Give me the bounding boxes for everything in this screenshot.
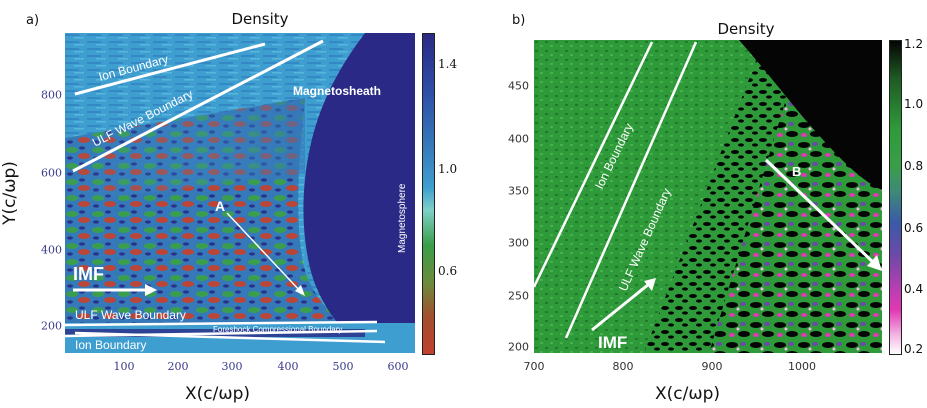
panel-a-y-tick: 200 xyxy=(41,319,62,333)
panel-a-colorbar-tick: 0.6 xyxy=(438,264,458,278)
panel-a-x-tick: 300 xyxy=(221,360,243,373)
panel-b-colorbar-tick: 0.2 xyxy=(904,342,924,356)
panel-a-ulf-boundary-top-line xyxy=(72,39,324,173)
panel-a-x-tick: 100 xyxy=(113,360,135,373)
panel-a-x-tick: 600 xyxy=(387,360,409,373)
panel-b-y-tick: 250 xyxy=(508,289,529,303)
panel-b-colorbar-tick: 1.0 xyxy=(904,97,924,111)
panel-a-ion-boundary-top-line xyxy=(74,42,266,96)
panel-b-imf-arrow xyxy=(591,282,650,332)
panel-b-dark-region xyxy=(739,40,882,190)
panel-a-point-a-label: A xyxy=(215,198,225,214)
panel-a-colorbar-tick: 1.0 xyxy=(438,162,458,176)
panel-b-x-tick: 700 xyxy=(523,360,545,373)
panel-a-y-tick: 400 xyxy=(41,243,62,257)
panel-a-colorbar xyxy=(422,33,435,355)
panel-a-ulf-boundary-bottom-line xyxy=(65,320,378,327)
panel-b-density-map: Ion Boundary ULF Wave Boundary B IMF xyxy=(534,40,882,353)
panel-a-y-tick: 600 xyxy=(41,166,62,180)
panel-b-y-tick: 450 xyxy=(508,79,529,93)
panel-b-y-tick: 350 xyxy=(508,184,529,198)
panel-b-colorbar xyxy=(889,40,902,355)
panel-a-colorbar-tick: 1.4 xyxy=(438,57,458,71)
panel-a-foreshock-boundary-label: Foreshock Compressional Boundary xyxy=(213,325,342,334)
panel-b-title: Density xyxy=(717,20,775,38)
panel-a-trajectory-arrow xyxy=(226,212,302,293)
panel-b-colorbar-tick: 0.6 xyxy=(904,221,924,235)
panel-a-x-tick: 200 xyxy=(167,360,189,373)
panel-a-magnetosheath-region xyxy=(303,33,415,353)
panel-a-magnetosheath-label: Magnetosheath xyxy=(293,84,381,98)
panel-b-colorbar-tick: 0.4 xyxy=(904,282,924,296)
panel-b-label: b) xyxy=(512,13,526,28)
panel-a-magnetosphere-label: Magnetosphere xyxy=(397,183,408,253)
panel-b-imf-label: IMF xyxy=(598,333,627,352)
panel-a-y-tick: 800 xyxy=(41,88,62,102)
panel-b-colorbar-tick: 1.2 xyxy=(904,37,924,51)
panel-b-point-b-label: B xyxy=(792,164,801,179)
panel-b-colorbar-tick: 0.8 xyxy=(904,159,924,173)
panel-a-x-axis-title: X(c/ωp) xyxy=(185,384,251,404)
panel-b-y-tick: 300 xyxy=(508,236,529,250)
panel-a-title: Density xyxy=(231,10,289,28)
panel-a-y-axis-title: Y(c/ωp) xyxy=(0,161,20,225)
panel-a-plot: Ion Boundary ULF Wave Boundary Magnetosh… xyxy=(65,33,415,353)
panel-b-trajectory-arrow xyxy=(764,158,877,266)
panel-a-density-map: Ion Boundary ULF Wave Boundary Magnetosh… xyxy=(65,33,415,353)
panel-a-x-tick: 500 xyxy=(332,360,354,373)
panel-a-label: a) xyxy=(26,13,40,28)
panel-a-ion-boundary-bottom-line xyxy=(74,331,386,344)
panel-b-plot: Ion Boundary ULF Wave Boundary B IMF xyxy=(534,40,882,353)
panel-b-ion-boundary-line xyxy=(534,41,654,288)
panel-a-ion-boundary-bottom-label: Ion Boundary xyxy=(75,338,146,352)
panel-b-x-tick: 800 xyxy=(612,360,634,373)
panel-b-x-axis-title: X(c/ωp) xyxy=(655,384,721,404)
panel-b-y-tick: 400 xyxy=(508,132,529,146)
panel-a-x-tick: 400 xyxy=(277,360,299,373)
panel-b-y-tick: 200 xyxy=(508,340,529,354)
panel-a-imf-label: IMF xyxy=(73,264,104,284)
panel-b-ulf-boundary-line xyxy=(564,41,698,339)
panel-b-x-tick: 1000 xyxy=(788,360,816,373)
panel-b-x-tick: 900 xyxy=(701,360,723,373)
panel-a-ulf-boundary-bottom-label: ULF Wave Boundary xyxy=(75,308,186,322)
